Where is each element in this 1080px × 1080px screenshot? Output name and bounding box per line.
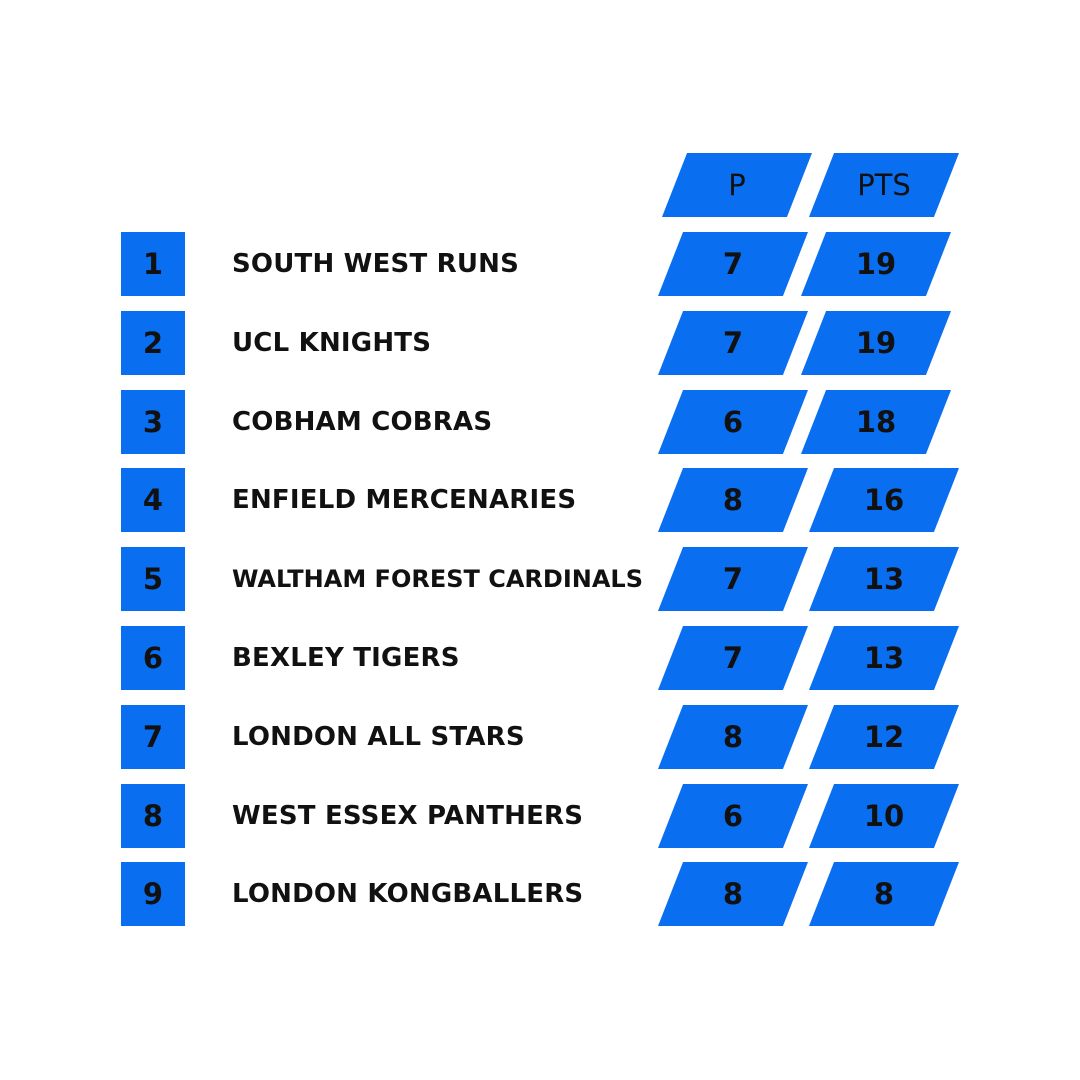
table-row: 2 UCL KNIGHTS 7 19 (0, 311, 1080, 375)
team-name: LONDON KONGBALLERS (232, 879, 584, 909)
played-cell: 7 (658, 626, 808, 690)
table-row: 3 COBHAM COBRAS 6 18 (0, 390, 1080, 454)
rank-badge: 6 (121, 626, 185, 690)
points-cell: 10 (809, 784, 959, 848)
points-cell: 18 (801, 390, 951, 454)
header-played: P (662, 153, 812, 217)
rank-badge: 2 (121, 311, 185, 375)
rank-badge: 1 (121, 232, 185, 296)
table-row: 8 WEST ESSEX PANTHERS 6 10 (0, 784, 1080, 848)
table-header: P PTS (0, 153, 1080, 217)
rank-badge: 5 (121, 547, 185, 611)
header-points: PTS (809, 153, 959, 217)
table-row: 9 LONDON KONGBALLERS 8 8 (0, 862, 1080, 926)
played-cell: 7 (658, 232, 808, 296)
rank-badge: 9 (121, 862, 185, 926)
team-name: BEXLEY TIGERS (232, 643, 460, 673)
points-cell: 13 (809, 547, 959, 611)
points-cell: 13 (809, 626, 959, 690)
played-cell: 8 (658, 705, 808, 769)
table-row: 6 BEXLEY TIGERS 7 13 (0, 626, 1080, 690)
points-cell: 8 (809, 862, 959, 926)
table-row: 4 ENFIELD MERCENARIES 8 16 (0, 468, 1080, 532)
points-cell: 16 (809, 468, 959, 532)
played-cell: 8 (658, 862, 808, 926)
team-name: LONDON ALL STARS (232, 722, 525, 752)
team-name: ENFIELD MERCENARIES (232, 485, 577, 515)
table-row: 1 SOUTH WEST RUNS 7 19 (0, 232, 1080, 296)
played-cell: 6 (658, 390, 808, 454)
team-name: WALTHAM FOREST CARDINALS (232, 565, 643, 593)
table-row: 5 WALTHAM FOREST CARDINALS 7 13 (0, 547, 1080, 611)
rank-badge: 7 (121, 705, 185, 769)
team-name: SOUTH WEST RUNS (232, 249, 520, 279)
team-name: UCL KNIGHTS (232, 328, 432, 358)
played-cell: 7 (658, 547, 808, 611)
played-cell: 8 (658, 468, 808, 532)
points-cell: 19 (801, 311, 951, 375)
rank-badge: 3 (121, 390, 185, 454)
points-cell: 19 (801, 232, 951, 296)
team-name: COBHAM COBRAS (232, 407, 493, 437)
points-cell: 12 (809, 705, 959, 769)
rank-badge: 8 (121, 784, 185, 848)
played-cell: 7 (658, 311, 808, 375)
played-cell: 6 (658, 784, 808, 848)
rank-badge: 4 (121, 468, 185, 532)
team-name: WEST ESSEX PANTHERS (232, 801, 584, 831)
table-row: 7 LONDON ALL STARS 8 12 (0, 705, 1080, 769)
